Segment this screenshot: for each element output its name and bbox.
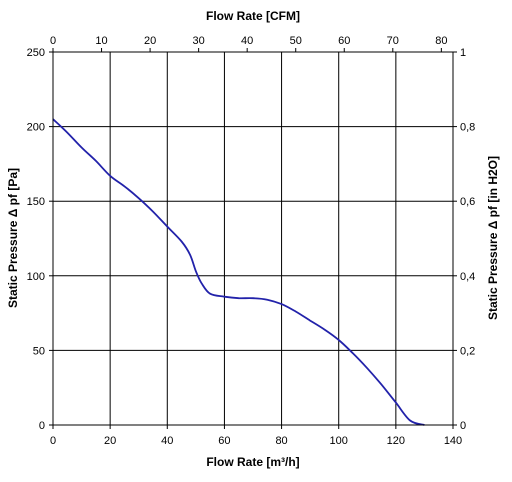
left-ticks: 0 50 100 150 200 250 (27, 47, 53, 432)
x-bottom-tick-label: 0 (50, 435, 56, 447)
x-top-tick-label: 0 (50, 35, 56, 47)
y-left-tick-label: 150 (27, 196, 45, 208)
y-right-tick-label: 0 (460, 420, 466, 432)
x-bottom-tick-label: 60 (218, 435, 230, 447)
y-right-tick-label: 1 (460, 47, 466, 59)
y-right-tick-label: 0,8 (460, 122, 475, 134)
y-left-tick-label: 0 (39, 420, 45, 432)
top-ticks: 0 10 20 30 40 50 60 70 80 (50, 35, 447, 52)
right-ticks: 0 0,2 0,4 0,6 0,8 1 (453, 47, 475, 432)
plot-frame (52, 51, 454, 426)
x-top-tick-label: 60 (338, 35, 350, 47)
fan-curve-line (52, 118, 425, 426)
x-bottom-tick-label: 140 (444, 435, 462, 447)
bottom-ticks: 0 20 40 60 80 100 120 140 (50, 425, 462, 447)
x-top-tick-label: 30 (193, 35, 205, 47)
y-right-tick-label: 0,2 (460, 345, 475, 357)
x-top-tick-label: 20 (144, 35, 156, 47)
series-lines (52, 118, 425, 426)
y-axis-title-left: Static Pressure Δ pf [Pa] (6, 168, 20, 308)
x-top-tick-label: 50 (290, 35, 302, 47)
x-bottom-tick-label: 20 (104, 435, 116, 447)
y-left-tick-label: 100 (27, 271, 45, 283)
x-axis-title-bottom: Flow Rate [m³/h] (206, 455, 299, 469)
x-top-tick-label: 10 (95, 35, 107, 47)
x-top-tick-label: 80 (435, 35, 447, 47)
y-right-tick-label: 0,6 (460, 196, 475, 208)
y-left-tick-label: 200 (27, 122, 45, 134)
y-left-tick-label: 250 (27, 47, 45, 59)
x-top-tick-label: 70 (387, 35, 399, 47)
y-right-tick-label: 0,4 (460, 271, 475, 283)
x-bottom-tick-label: 100 (330, 435, 348, 447)
grid (53, 52, 453, 425)
x-top-tick-label: 40 (241, 35, 253, 47)
y-left-tick-label: 50 (33, 345, 45, 357)
y-axis-title-right: Static Pressure Δ pf [in H2O] (486, 156, 500, 320)
x-bottom-tick-label: 80 (275, 435, 287, 447)
x-bottom-tick-label: 120 (387, 435, 405, 447)
x-axis-title-top: Flow Rate [CFM] (206, 9, 300, 23)
x-bottom-tick-label: 40 (161, 435, 173, 447)
